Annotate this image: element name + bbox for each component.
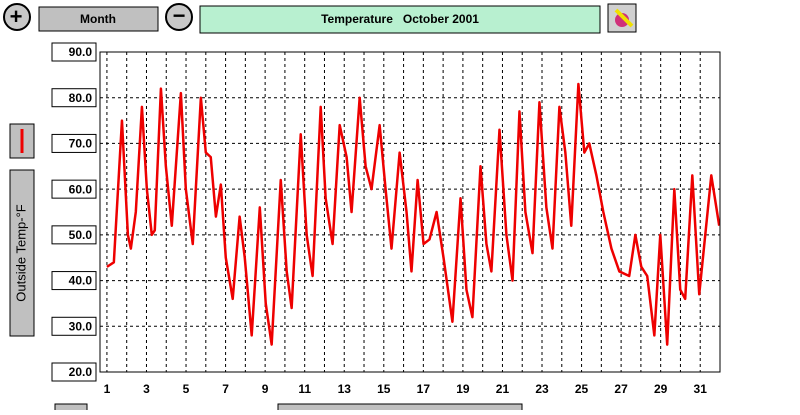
x-tick-label: 11 xyxy=(298,382,311,396)
period-label: Month xyxy=(80,12,116,26)
x-tick-label: 5 xyxy=(183,382,190,396)
zoom-out-button[interactable]: − xyxy=(165,3,193,31)
y-tick-label: 70.0 xyxy=(69,137,93,151)
y-tick-box xyxy=(51,133,97,153)
zoom-in-label: + xyxy=(10,4,23,29)
zoom-in-button[interactable]: + xyxy=(3,3,31,31)
y-tick-box xyxy=(51,362,97,382)
x-tick-label: 29 xyxy=(654,382,668,396)
x-tick-label: 15 xyxy=(377,382,391,396)
x-tick-label: 13 xyxy=(338,382,352,396)
x-tick-label: 17 xyxy=(417,382,431,396)
y-tick-box xyxy=(51,42,97,62)
x-tick-label: 7 xyxy=(222,382,229,396)
plot-frame xyxy=(99,51,721,373)
y-tick-box xyxy=(51,316,97,336)
period-button[interactable] xyxy=(38,6,159,32)
plot-area xyxy=(99,51,721,373)
y-tick-label: 60.0 xyxy=(69,182,93,196)
y-tick-label: 90.0 xyxy=(69,45,93,59)
print-icon[interactable] xyxy=(607,3,637,33)
x-tick-label: 25 xyxy=(575,382,589,396)
x-tick-label: 9 xyxy=(262,382,269,396)
scroll-button[interactable] xyxy=(54,403,88,415)
y-tick-box xyxy=(51,179,97,199)
x-tick-label: 19 xyxy=(456,382,470,396)
y-tick-label: 80.0 xyxy=(69,91,93,105)
ylabel-button[interactable] xyxy=(9,169,35,337)
scrollbar[interactable] xyxy=(277,403,523,415)
title-box xyxy=(199,5,601,34)
temperature-line xyxy=(106,82,721,346)
y-tick-label: 20.0 xyxy=(69,365,93,379)
y-tick-box xyxy=(51,88,97,108)
x-tick-label: 23 xyxy=(535,382,549,396)
x-tick-label: 21 xyxy=(496,382,510,396)
y-tick-label: 50.0 xyxy=(69,228,93,242)
y-tick-label: 40.0 xyxy=(69,274,93,288)
zoom-out-label: − xyxy=(173,3,186,28)
x-tick-label: 27 xyxy=(614,382,628,396)
x-tick-label: 31 xyxy=(694,382,708,396)
y-tick-box xyxy=(51,225,97,245)
x-tick-label: 1 xyxy=(104,382,111,396)
y-tick-box xyxy=(51,271,97,291)
y-axis-label: Outside Temp-°F xyxy=(13,204,28,301)
y-tick-label: 30.0 xyxy=(69,319,93,333)
x-tick-label: 3 xyxy=(143,382,150,396)
chart-title: Temperature October 2001 xyxy=(321,12,479,26)
